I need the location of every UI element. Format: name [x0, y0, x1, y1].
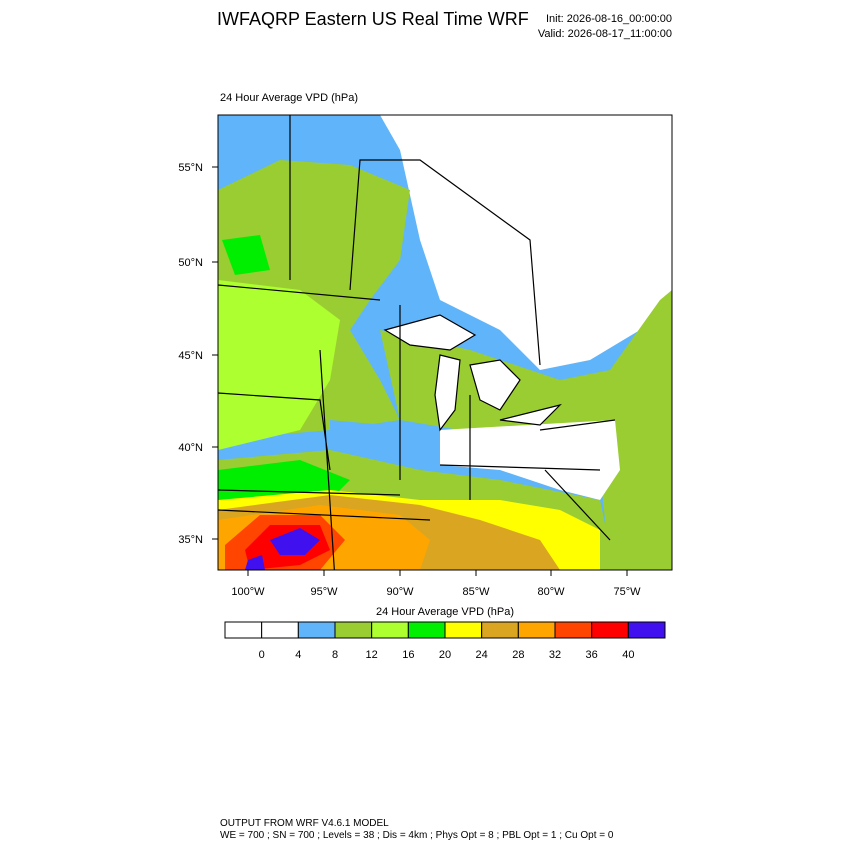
lon-label: 85°W — [462, 586, 490, 598]
colorbar-label: 4 — [295, 649, 301, 661]
lat-label: 40°N — [178, 442, 203, 454]
colorbar-swatch — [591, 621, 629, 639]
colorbar-swatch — [407, 621, 446, 639]
lon-label: 95°W — [310, 586, 338, 598]
title: IWFAQRP Eastern US Real Time WRF — [217, 9, 529, 29]
colorbar-label: 8 — [332, 649, 338, 661]
lat-label: 35°N — [178, 534, 203, 546]
colorbar-swatch — [334, 621, 373, 639]
colorbar-label: 32 — [549, 649, 561, 661]
colorbar-label: 16 — [402, 649, 414, 661]
lon-label: 100°W — [231, 586, 265, 598]
map-frame — [217, 114, 673, 571]
colorbar-label: 28 — [512, 649, 524, 661]
lon-label: 75°W — [613, 586, 641, 598]
colorbar-swatch — [554, 621, 593, 639]
colorbar-label: 40 — [622, 649, 634, 661]
colorbar: 0 4 8 12 16 20 24 28 32 36 40 — [224, 621, 666, 661]
map-field — [218, 115, 672, 570]
lat-label: 45°N — [178, 350, 203, 362]
colorbar-label: 20 — [439, 649, 451, 661]
colorbar-swatch — [627, 621, 666, 639]
footer-line: WE = 700 ; SN = 700 ; Levels = 38 ; Dis … — [220, 830, 614, 841]
map-title: 24 Hour Average VPD (hPa) — [220, 92, 358, 104]
colorbar-swatch — [444, 621, 483, 639]
valid-time: Valid: 2026-08-17_11:00:00 — [538, 28, 672, 40]
colorbar-swatch — [517, 621, 556, 639]
footer-line: OUTPUT FROM WRF V4.6.1 MODEL — [220, 818, 389, 829]
colorbar-swatch — [261, 621, 299, 639]
colorbar-swatch — [224, 621, 263, 639]
colorbar-label: 36 — [586, 649, 598, 661]
lon-label: 90°W — [386, 586, 414, 598]
lat-label: 50°N — [178, 257, 203, 269]
colorbar-label: 0 — [259, 649, 265, 661]
colorbar-swatch — [297, 621, 336, 639]
lat-label: 55°N — [178, 162, 203, 174]
lon-label: 80°W — [537, 586, 565, 598]
init-time: Init: 2026-08-16_00:00:00 — [546, 13, 672, 25]
colorbar-swatch — [371, 621, 409, 639]
colorbar-title: 24 Hour Average VPD (hPa) — [376, 606, 514, 618]
colorbar-label: 24 — [476, 649, 488, 661]
map-axes: 55°N 50°N 45°N 40°N 35°N 100°W 95°W 90°W 85°W 80°… — [178, 162, 641, 598]
colorbar-label: 12 — [366, 649, 378, 661]
colorbar-swatch — [481, 621, 519, 639]
